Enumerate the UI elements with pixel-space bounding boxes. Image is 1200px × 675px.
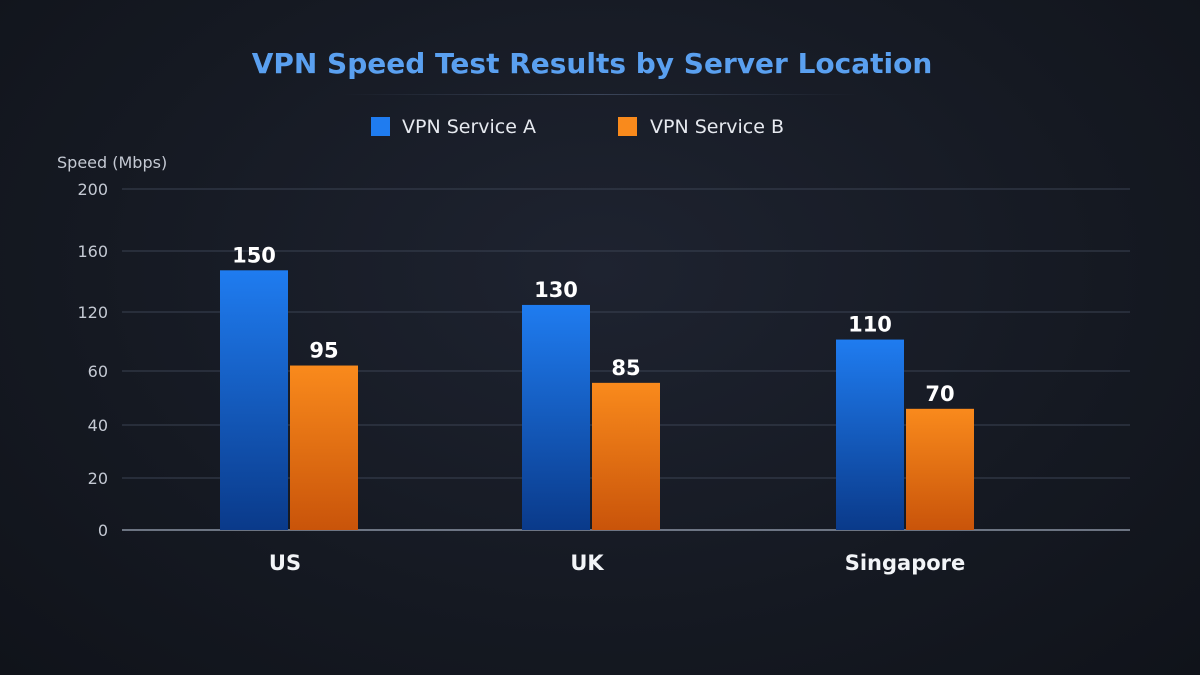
bar-series-a xyxy=(522,304,590,530)
y-tick-label: 160 xyxy=(77,242,108,261)
bars xyxy=(220,270,974,530)
x-tick-label: UK xyxy=(570,551,604,575)
bar-series-b xyxy=(592,382,660,530)
title-divider xyxy=(340,94,860,95)
data-label: 85 xyxy=(611,356,640,380)
legend-swatch-series-b xyxy=(618,117,637,136)
data-label: 70 xyxy=(925,382,954,406)
legend-label-series-b: VPN Service B xyxy=(650,116,784,138)
y-tick-label: 200 xyxy=(77,180,108,199)
data-label: 150 xyxy=(232,243,276,267)
legend-swatch-series-a xyxy=(371,117,390,136)
y-tick-label: 60 xyxy=(88,362,108,381)
bar-series-b xyxy=(290,365,358,530)
x-tick-label: Singapore xyxy=(845,551,966,575)
data-label: 110 xyxy=(848,313,892,337)
bar-series-a xyxy=(220,270,288,530)
data-label: 130 xyxy=(534,278,578,302)
y-axis-label: Speed (Mbps) xyxy=(57,153,167,172)
y-tick-label: 0 xyxy=(98,521,108,540)
y-axis-ticks: 0 20 40 60 120 160 200 xyxy=(77,180,108,540)
legend-label-series-a: VPN Service A xyxy=(402,116,536,138)
y-tick-label: 40 xyxy=(88,416,108,435)
bar-series-b xyxy=(906,408,974,530)
legend: VPN Service A VPN Service B xyxy=(371,116,784,138)
y-tick-label: 120 xyxy=(77,303,108,322)
data-labels: 150 95 130 85 110 70 xyxy=(232,243,955,405)
x-axis-ticks: US UK Singapore xyxy=(269,551,965,575)
y-tick-label: 20 xyxy=(88,469,108,488)
bar-series-a xyxy=(836,339,904,530)
chart-title: VPN Speed Test Results by Server Locatio… xyxy=(252,47,933,80)
x-tick-label: US xyxy=(269,551,301,575)
data-label: 95 xyxy=(309,339,338,363)
